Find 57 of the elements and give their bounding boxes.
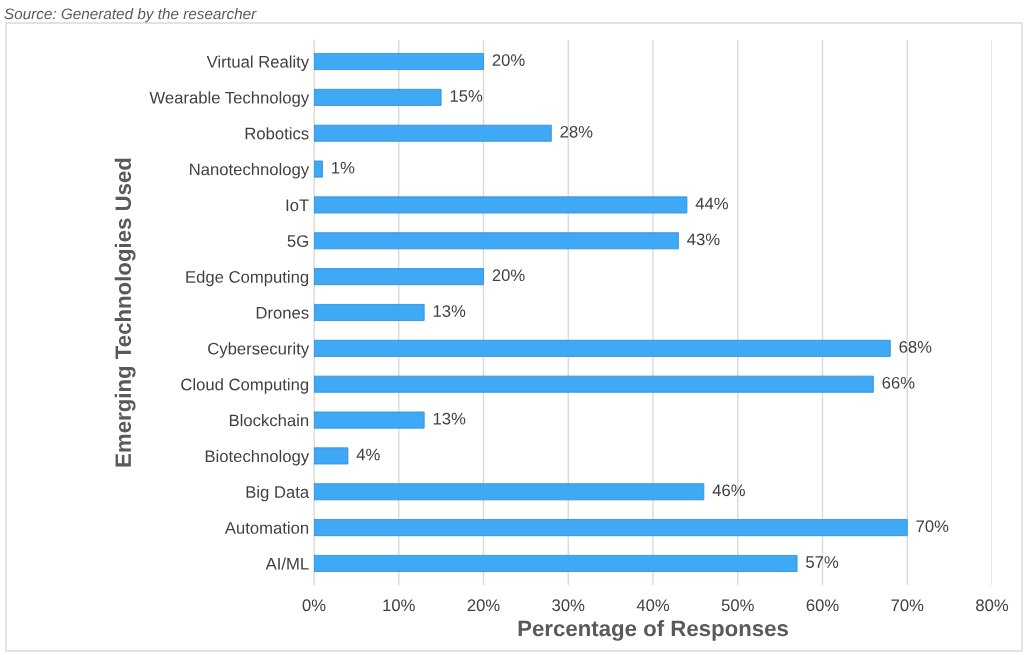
data-label: 20% (492, 54, 525, 66)
bar (314, 268, 484, 286)
data-label: 15% (450, 90, 483, 102)
data-label: 70% (916, 520, 949, 533)
y-tick-label: Automation (224, 521, 309, 534)
x-tick-label: 10% (383, 599, 415, 612)
data-label: 13% (433, 305, 466, 317)
bar (314, 519, 908, 537)
y-tick-label: Drones (256, 307, 309, 319)
data-label: 1% (332, 161, 355, 174)
y-tick-label: Blockchain (229, 414, 309, 427)
y-tick-label: Edge Computing (186, 270, 309, 287)
data-label: 20% (492, 269, 525, 282)
bar (314, 375, 874, 393)
y-tick-label: AI/ML (265, 557, 309, 570)
y-tick-label: Wearable Technology (149, 91, 310, 107)
bar (314, 53, 484, 70)
data-label: 28% (560, 125, 593, 138)
bar (314, 339, 891, 357)
data-label: 57% (806, 556, 839, 568)
source-note: Source: Generated by the researcher (4, 8, 257, 23)
data-label: 46% (712, 484, 745, 497)
y-axis-title: Emerging Technologies Used (114, 158, 136, 467)
data-label: 4% (356, 448, 380, 461)
data-label: 66% (882, 376, 915, 389)
x-tick-label: 70% (891, 599, 924, 612)
y-tick-label: IoT (286, 199, 309, 212)
x-tick-label: 20% (467, 599, 500, 612)
x-tick-label: 80% (976, 599, 1009, 612)
bar (314, 196, 688, 214)
bar (314, 304, 425, 321)
x-tick-label: 30% (552, 599, 585, 612)
y-tick-label: Cybersecurity (208, 342, 310, 358)
bar (314, 483, 705, 501)
x-tick-label: 40% (636, 599, 670, 612)
y-tick-label: Robotics (245, 127, 309, 140)
y-tick-label: Virtual Reality (206, 55, 310, 72)
x-axis-title: Percentage of Responses (518, 619, 788, 641)
bar (314, 447, 349, 465)
y-tick-label: Nanotechnology (190, 163, 310, 179)
data-label: 68% (899, 341, 932, 353)
data-label: 43% (687, 233, 720, 246)
x-tick-label: 60% (806, 599, 839, 612)
x-tick-label: 0% (302, 599, 326, 612)
bar (314, 160, 323, 178)
data-label: 44% (695, 197, 728, 210)
bar (314, 88, 442, 106)
data-label: 13% (433, 412, 466, 425)
y-tick-label: Big Data (246, 485, 310, 502)
x-tick-label: 50% (721, 599, 754, 612)
bar (314, 411, 425, 429)
bar (314, 232, 679, 250)
y-tick-label: 5G (287, 235, 308, 247)
y-tick-label: Biotechnology (205, 449, 310, 466)
bar (314, 555, 798, 572)
bar (314, 124, 552, 142)
y-tick-label: Cloud Computing (181, 378, 309, 394)
